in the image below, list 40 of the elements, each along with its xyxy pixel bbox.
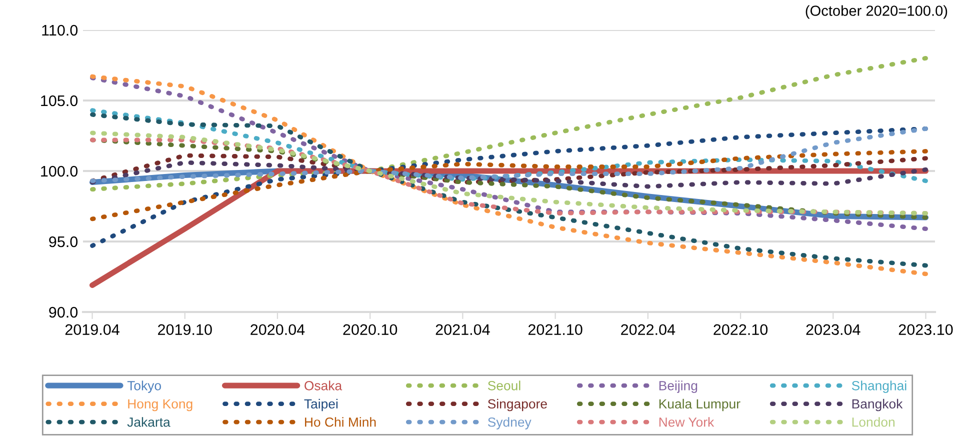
- text: Ho Chi Minh: [305, 417, 376, 427]
- text: Tokyo: [127, 380, 161, 393]
- text: Jakarta: [127, 417, 170, 427]
- line-series: [90, 76, 928, 232]
- text: Bangkok: [852, 398, 903, 412]
- text: Seoul: [488, 380, 520, 390]
- y-tick-label: 90.0: [49, 306, 78, 318]
- x-tick-label: 2023.04: [806, 324, 860, 336]
- x-tick-label: 2022.10: [714, 324, 768, 336]
- y-tick-label: 105.0: [41, 95, 78, 106]
- line-series: [90, 160, 928, 189]
- x-tick-label: 2023.10: [898, 324, 953, 336]
- text: Beijing: [659, 380, 698, 393]
- text: London: [852, 417, 894, 427]
- line-series: [90, 149, 928, 222]
- line-series: [90, 126, 928, 248]
- text: Shanghai: [852, 380, 906, 393]
- text: Taipei: [304, 398, 338, 412]
- text: Sydney: [488, 417, 532, 430]
- x-tick-label: 2019.04: [65, 324, 120, 336]
- text: (October 2020=100.0): [806, 5, 948, 19]
- text: Singapore: [488, 398, 547, 412]
- y-tick-label: 100.0: [41, 166, 78, 177]
- x-tick-label: 2021.04: [436, 324, 490, 336]
- x-tick-label: 2019.10: [158, 324, 212, 336]
- text: Osaka: [304, 380, 342, 390]
- x-tick-label: 2020.04: [250, 324, 305, 336]
- x-tick-label: 2021.10: [528, 324, 582, 336]
- text: New York: [659, 417, 714, 427]
- y-tick-label: 95.0: [49, 236, 78, 248]
- y-tick-label: 110.0: [42, 24, 78, 36]
- line-series: [90, 56, 928, 192]
- line-series: [90, 126, 928, 184]
- text: Hong Kong: [128, 399, 192, 412]
- x-tick-label: 2020.10: [343, 324, 398, 336]
- line-series: [90, 108, 928, 184]
- line-series: [90, 74, 928, 276]
- line-series: [90, 112, 928, 268]
- text: Kuala Lumpur: [659, 398, 740, 412]
- x-tick-label: 2022.04: [621, 324, 676, 336]
